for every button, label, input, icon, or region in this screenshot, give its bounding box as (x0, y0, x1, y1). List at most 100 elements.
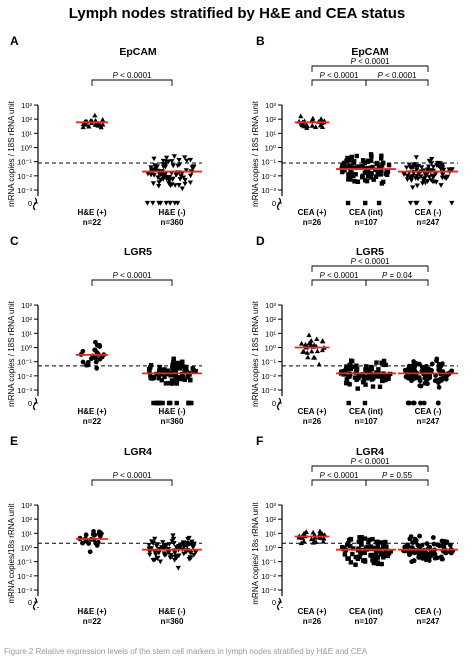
x-count-label: n=247 (417, 218, 440, 227)
data-point (183, 550, 189, 555)
data-point (158, 177, 164, 183)
y-tick-label: 10⁻¹ (261, 558, 276, 567)
data-point (149, 376, 155, 381)
significance-label: P < 0.0001 (320, 71, 359, 80)
data-point (403, 165, 410, 171)
data-point (430, 173, 436, 179)
data-point (170, 533, 176, 539)
panel-label: D (256, 234, 265, 248)
data-point (144, 200, 150, 206)
data-point (299, 120, 305, 126)
data-point (170, 163, 176, 169)
data-point (306, 332, 312, 338)
data-point (341, 162, 346, 168)
data-point (419, 165, 425, 170)
data-point (439, 164, 445, 170)
data-point (186, 535, 192, 541)
data-point (83, 532, 89, 538)
data-point (152, 550, 158, 556)
x-category-label: H&E (+) (77, 407, 106, 416)
data-point (93, 355, 98, 361)
data-point (386, 162, 392, 168)
data-point (418, 400, 423, 406)
data-point (160, 162, 166, 167)
y-tick-label: 10³ (265, 101, 276, 110)
significance-bracket (91, 79, 173, 86)
data-point (80, 359, 86, 365)
data-point (362, 536, 368, 541)
y-tick-label: 10² (21, 315, 32, 324)
data-point (428, 553, 434, 559)
y-tick-label: 0 (28, 199, 32, 208)
data-point (362, 160, 368, 166)
data-point (368, 152, 374, 157)
data-point (314, 336, 320, 342)
data-point (443, 540, 449, 546)
y-tick-label: 10⁰ (21, 344, 32, 353)
significance-label: P = 0.04 (382, 271, 413, 280)
data-point (382, 375, 388, 381)
data-point (401, 172, 407, 177)
data-point (415, 163, 422, 169)
significance-bracket (311, 79, 367, 86)
data-point (157, 559, 164, 565)
data-point (310, 529, 316, 535)
data-point (408, 534, 414, 539)
data-point (95, 540, 101, 545)
panel-F: F LGR4 10³ 10² 10¹ 10⁰ 10⁻¹ 10⁻² 10⁻³ 0 mRNA copie… (251, 434, 458, 626)
data-point (417, 533, 423, 539)
data-point (357, 374, 362, 379)
y-tick-label: 10² (21, 515, 32, 524)
data-point (87, 549, 93, 555)
data-point (414, 183, 420, 189)
data-point (163, 200, 169, 206)
data-point (421, 400, 427, 406)
data-point (412, 363, 418, 369)
data-point (348, 560, 354, 565)
data-point (97, 344, 103, 349)
data-point (98, 124, 104, 130)
x-count-label: n=107 (355, 218, 378, 227)
y-tick-label: 10⁻³ (17, 586, 32, 595)
data-point (172, 550, 178, 556)
data-point (97, 529, 102, 535)
data-point (433, 373, 439, 378)
y-axis-label: mRNA copies/18s rRNA unit (7, 503, 16, 604)
y-tick-label: 0 (28, 399, 32, 408)
x-category-label: CEA (+) (298, 607, 327, 616)
data-point (172, 183, 178, 188)
data-point (86, 541, 92, 546)
data-point (424, 541, 430, 547)
data-point (182, 181, 188, 187)
data-point (172, 200, 178, 206)
data-point (171, 379, 177, 384)
data-point (407, 165, 413, 171)
data-point (440, 172, 446, 178)
axis-break (276, 597, 282, 611)
data-point (179, 171, 185, 177)
data-point (370, 384, 376, 389)
significance-bracket (311, 265, 429, 272)
data-point (369, 171, 374, 176)
data-point (351, 159, 357, 164)
data-point (150, 181, 156, 186)
data-point (91, 529, 96, 534)
significance-label: P < 0.0001 (113, 71, 152, 80)
data-point (443, 376, 449, 382)
y-axis-label: mRNA copies / 18S rRNA unit (251, 300, 260, 407)
y-tick-label: 0 (28, 598, 32, 607)
data-point (301, 123, 307, 129)
panel-label: A (10, 34, 19, 48)
data-point (300, 349, 306, 354)
data-point (184, 158, 190, 164)
data-point (160, 158, 166, 164)
data-point (180, 175, 187, 181)
data-point (412, 162, 418, 167)
data-point (429, 168, 435, 173)
data-point (346, 400, 351, 406)
data-point (80, 124, 86, 130)
data-point (152, 536, 158, 542)
axis-break (276, 397, 282, 411)
data-point (346, 172, 351, 177)
